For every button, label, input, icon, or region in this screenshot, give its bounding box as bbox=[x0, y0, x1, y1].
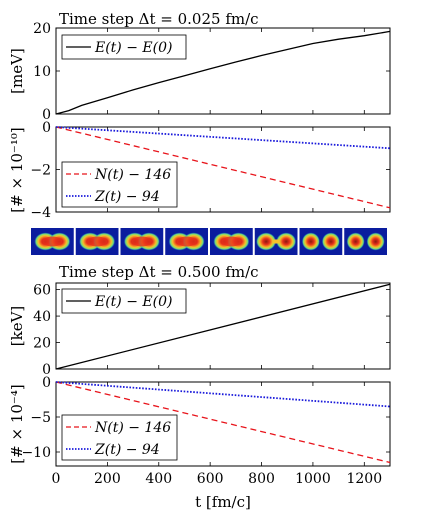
series-line-0 bbox=[55, 30, 391, 115]
panel3-legend: E(t) − E(0) bbox=[61, 288, 187, 314]
panel4-frame bbox=[55, 381, 391, 467]
panel4-ticks: 0 200 400 600 800 1000 1200 0 −5 −10 bbox=[21, 375, 390, 487]
panel2-legend: N(t) − 146 Z(t) − 94 bbox=[61, 161, 178, 208]
panel1-title: Time step Δt = 0.025 fm/c bbox=[59, 10, 259, 28]
panel-number-large-step: 0 200 400 600 800 1000 1200 0 −5 −10 [# × 10⁻⁴] N… bbox=[8, 375, 391, 511]
series-line-1 bbox=[55, 381, 391, 408]
xtick-label: 1200 bbox=[346, 471, 382, 487]
panel3-title: Time step Δt = 0.500 fm/c bbox=[59, 263, 259, 281]
legend-energy2-label: E(t) − E(0) bbox=[94, 294, 172, 310]
series-line-0 bbox=[55, 283, 391, 370]
panel1-ylabel: [meV] bbox=[8, 48, 26, 94]
legend-proton-label: Z(t) − 94 bbox=[94, 189, 160, 205]
density-snapshot-2 bbox=[75, 228, 119, 255]
xtick-label: 0 bbox=[52, 471, 61, 487]
legend-neutron-label: N(t) − 146 bbox=[94, 167, 171, 183]
panel-energy-small-step: Time step Δt = 0.025 fm/c 0 10 20 [meV] E(… bbox=[8, 10, 391, 123]
panel4-legend: N(t) − 146 Z(t) − 94 bbox=[61, 414, 178, 461]
xtick-label: 800 bbox=[248, 471, 275, 487]
xtick-label: 200 bbox=[94, 471, 121, 487]
density-snapshot-3 bbox=[120, 228, 164, 255]
ytick-label: −10 bbox=[21, 445, 51, 461]
density-snapshot-1 bbox=[31, 228, 74, 255]
density-snapshot-6 bbox=[254, 228, 298, 255]
ytick-label: 0 bbox=[42, 120, 51, 136]
panel3-ylabel: [keV] bbox=[8, 306, 26, 347]
xaxis-label: t [fm/c] bbox=[195, 493, 251, 511]
panel2-ticks: 0 −2 −4 bbox=[30, 120, 390, 221]
density-snapshot-8 bbox=[344, 228, 387, 255]
ytick-label: 0 bbox=[42, 107, 51, 123]
ytick-label: 20 bbox=[33, 21, 51, 37]
xtick-label: 600 bbox=[197, 471, 224, 487]
ytick-label: −2 bbox=[30, 163, 51, 179]
panel3-series bbox=[55, 283, 391, 370]
ytick-label: −5 bbox=[30, 410, 51, 426]
xtick-label: 1000 bbox=[295, 471, 331, 487]
panel2-series bbox=[55, 126, 391, 209]
density-snapshot-strip bbox=[31, 228, 387, 255]
panel4-ylabel: [# × 10⁻⁴] bbox=[8, 384, 26, 463]
panel2-ylabel: [# × 10⁻¹⁰] bbox=[8, 127, 26, 212]
density-snapshot-4 bbox=[165, 228, 208, 255]
panel1-series bbox=[55, 30, 391, 115]
ytick-label: 10 bbox=[33, 64, 51, 80]
xtick-label: 400 bbox=[145, 471, 172, 487]
panel-number-small-step: 0 −2 −4 [# × 10⁻¹⁰] N(t) − 146 Z(t) − 94 bbox=[8, 120, 391, 221]
ytick-label: 20 bbox=[33, 336, 51, 352]
density-snapshot-5 bbox=[210, 228, 253, 255]
ytick-label: 0 bbox=[42, 362, 51, 378]
ytick-label: −4 bbox=[30, 205, 51, 221]
legend-neutron2-label: N(t) − 146 bbox=[94, 420, 171, 436]
panel4-series bbox=[55, 381, 391, 464]
ytick-label: 60 bbox=[33, 283, 51, 299]
panel1-ticks: 0 10 20 bbox=[33, 21, 390, 123]
ytick-label: 0 bbox=[42, 375, 51, 391]
series-line-0 bbox=[55, 381, 391, 464]
series-line-1 bbox=[55, 126, 391, 150]
series-line-0 bbox=[55, 126, 391, 209]
legend-proton2-label: Z(t) − 94 bbox=[94, 442, 160, 458]
panel1-legend: E(t) − E(0) bbox=[61, 34, 187, 60]
legend-energy-label: E(t) − E(0) bbox=[94, 40, 172, 56]
panel3-frame bbox=[55, 282, 391, 370]
ytick-label: 40 bbox=[33, 309, 51, 325]
density-snapshot-7 bbox=[299, 228, 343, 255]
